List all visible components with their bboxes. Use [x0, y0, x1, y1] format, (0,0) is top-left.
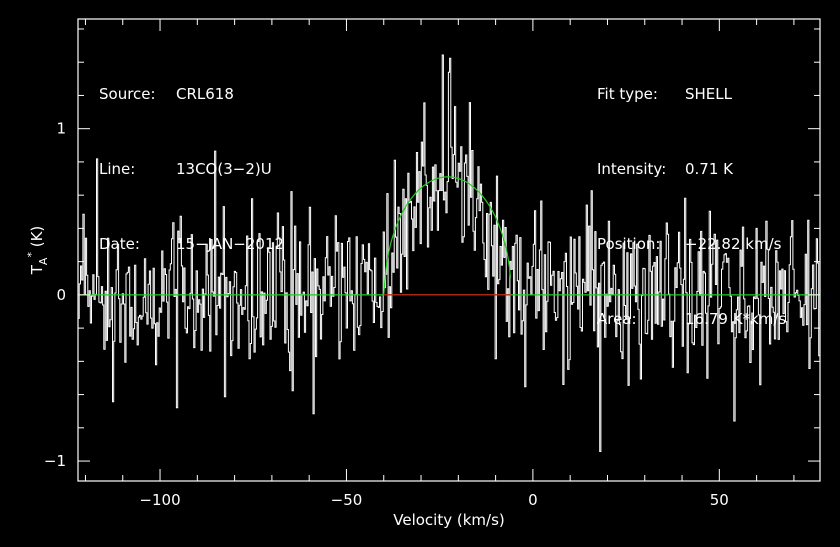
position-row: Position: −22.82 km/s [597, 232, 786, 257]
spectrum-series [78, 54, 821, 452]
line-key: Line: [99, 160, 136, 178]
intensity-row: Intensity: 0.71 K [597, 157, 786, 182]
intensity-key: Intensity: [597, 160, 667, 178]
intensity-value: 0.71 K [685, 160, 734, 178]
x-tick-label: 0 [528, 491, 538, 509]
y-tick-label: 1 [56, 120, 66, 138]
y-axis-ticks: −1 0 1 [44, 28, 820, 470]
y-tick-label: 0 [56, 286, 66, 304]
line-row: Line: 13CO(3−2)U [99, 157, 284, 182]
plot-frame [77, 18, 821, 482]
area-key: Area: [597, 310, 637, 328]
area-value: 16.79 K*km/s [685, 310, 787, 328]
x-tick-label: −50 [331, 491, 363, 509]
fit-curve [383, 176, 512, 295]
x-axis-label: Velocity (km/s) [393, 511, 504, 529]
position-key: Position: [597, 235, 661, 253]
source-info-panel: Source: CRL618 Line: 13CO(3−2)U Date: 15… [99, 32, 284, 282]
fit-type-row: Fit type: SHELL [597, 82, 786, 107]
date-key: Date: [99, 235, 140, 253]
fit-type-value: SHELL [685, 85, 732, 103]
fit-series [383, 176, 512, 295]
spectrum-line [78, 54, 821, 452]
source-key: Source: [99, 85, 156, 103]
y-axis-label: TA* (K) [25, 226, 50, 276]
x-tick-label: −100 [139, 491, 180, 509]
date-row: Date: 15−JAN−2012 [99, 232, 284, 257]
fit-info-panel: Fit type: SHELL Intensity: 0.71 K Positi… [597, 32, 786, 357]
y-tick-label: −1 [44, 452, 66, 470]
x-tick-label: 50 [710, 491, 729, 509]
position-value: −22.82 km/s [685, 235, 782, 253]
area-row: Area: 16.79 K*km/s [597, 307, 786, 332]
fit-type-key: Fit type: [597, 85, 658, 103]
source-row: Source: CRL618 [99, 82, 284, 107]
line-value: 13CO(3−2)U [176, 160, 272, 178]
date-value: 15−JAN−2012 [176, 235, 285, 253]
x-axis-ticks: −100 −50 0 50 [84, 19, 795, 509]
source-value: CRL618 [176, 85, 234, 103]
